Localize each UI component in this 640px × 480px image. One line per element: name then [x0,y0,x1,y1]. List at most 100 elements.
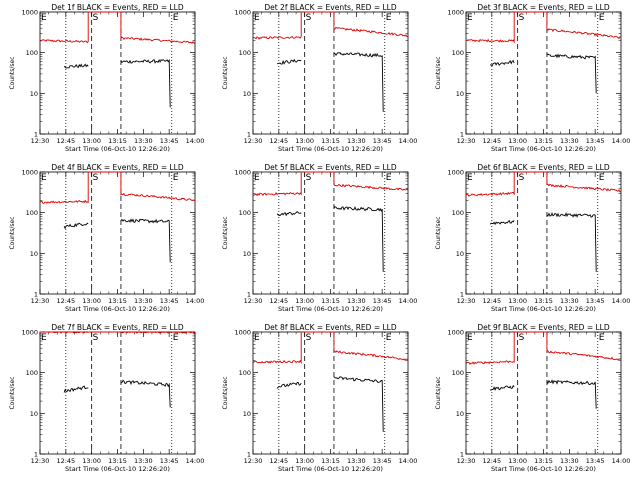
y-axis-label: Counts/sec [222,376,229,409]
x-tick-label: 12:30 [244,457,263,465]
x-tick-label: 14:00 [186,137,205,145]
events-series-line [546,53,597,94]
y-tick-label: 100 [239,369,251,377]
x-tick-label: 14:00 [399,457,418,465]
detector-panel-5: Det 5f BLACK = Events, RED = LLD 1 10 100 10… [222,163,417,313]
y-tick-label: 10 [30,410,38,418]
x-tick-label: 13:00 [295,297,314,305]
events-series-line [333,206,384,272]
events-series-line [546,212,597,272]
y-tick-label: 10 [243,410,251,418]
x-tick-label: 13:45 [160,457,179,465]
x-tick-label: 14:00 [612,297,631,305]
y-axis-label: Counts/sec [9,56,16,89]
x-tick-label: 12:30 [457,137,476,145]
x-axis-label: Start Time (06-Oct-10 12:26:20) [65,305,170,313]
x-tick-label: 13:45 [373,457,392,465]
events-series-line [63,385,89,393]
detector-panel-9: Det 9f BLACK = Events, RED = LLD 1 10 100 10… [435,323,630,473]
marker-label-end: E [173,13,179,23]
marker-label-end-left: E [41,13,47,23]
events-series-line [333,52,384,112]
marker-label-end-left: E [467,13,473,23]
detector-panel-4: Det 4f BLACK = Events, RED = LLD 1 10 100 10… [9,163,204,313]
x-tick-label: 12:45 [56,137,75,145]
y-tick-label: 100 [452,369,464,377]
marker-label-end: E [599,333,605,343]
y-tick-label: 1000 [234,9,251,17]
y-axis-label: Counts/sec [435,216,442,249]
marker-label-end: E [599,173,605,183]
y-axis-label: Counts/sec [222,56,229,89]
marker-label-start: S [519,173,525,183]
y-axis-label: Counts/sec [435,376,442,409]
x-tick-label: 13:30 [347,137,366,145]
x-tick-label: 13:45 [160,137,179,145]
marker-label-end: E [386,333,392,343]
marker-label-start: S [519,13,525,23]
panel-title: Det 5f BLACK = Events, RED = LLD [264,163,397,172]
marker-label-start: S [306,13,312,23]
x-axis-label: Start Time (06-Oct-10 12:26:20) [491,305,596,313]
x-tick-label: 13:45 [586,457,605,465]
marker-label-start: S [519,333,525,343]
events-series-line [490,59,515,67]
lld-series-line [465,11,622,44]
y-axis-label: Counts/sec [9,216,16,249]
y-tick-label: 100 [239,209,251,217]
marker-label-end: E [173,173,179,183]
x-tick-label: 13:30 [560,297,579,305]
detector-panel-2: Det 2f BLACK = Events, RED = LLD 1 10 100 10… [222,3,417,153]
events-series-line [276,210,302,217]
y-tick-label: 1 [247,291,251,299]
x-tick-label: 13:00 [82,457,101,465]
y-tick-label: 100 [26,209,38,217]
x-tick-label: 13:45 [373,137,392,145]
x-axis-label: Start Time (06-Oct-10 12:26:20) [278,465,383,473]
x-axis-label: Start Time (06-Oct-10 12:26:20) [278,145,383,153]
lld-series-line [252,331,409,365]
marker-label-end-left: E [254,13,260,23]
y-tick-label: 10 [30,90,38,98]
x-tick-label: 12:45 [269,137,288,145]
events-series-line [63,63,89,69]
y-tick-label: 10 [30,250,38,258]
panel-title: Det 6f BLACK = Events, RED = LLD [477,163,610,172]
y-tick-label: 1 [460,131,464,139]
x-tick-label: 13:30 [134,457,153,465]
x-tick-label: 12:45 [269,297,288,305]
detector-panel-3: Det 3f BLACK = Events, RED = LLD 1 10 100 10… [435,3,630,153]
x-tick-label: 13:45 [373,297,392,305]
marker-label-end-left: E [41,333,47,343]
y-tick-label: 1 [34,291,38,299]
y-tick-label: 1000 [21,329,38,337]
marker-label-end-left: E [41,173,47,183]
events-series-line [120,218,171,263]
marker-label-end-left: E [254,333,260,343]
x-tick-label: 13:45 [586,137,605,145]
x-tick-label: 12:30 [31,137,50,145]
marker-label-start: S [93,333,99,343]
x-axis-label: Start Time (06-Oct-10 12:26:20) [491,465,596,473]
x-tick-label: 12:45 [482,297,501,305]
x-tick-label: 13:30 [347,457,366,465]
x-tick-label: 12:45 [56,297,75,305]
marker-label-end-left: E [254,173,260,183]
x-axis-label: Start Time (06-Oct-10 12:26:20) [65,145,170,153]
y-tick-label: 10 [456,250,464,258]
x-tick-label: 13:15 [321,137,340,145]
x-axis-label: Start Time (06-Oct-10 12:26:20) [491,145,596,153]
marker-label-end: E [599,13,605,23]
marker-label-end: E [386,13,392,23]
x-tick-label: 12:30 [31,297,50,305]
x-tick-label: 13:15 [108,297,127,305]
x-tick-label: 13:30 [560,137,579,145]
x-tick-label: 12:30 [244,137,263,145]
marker-label-start: S [93,13,99,23]
detector-panel-8: Det 8f BLACK = Events, RED = LLD 1 10 100 10… [222,323,417,473]
events-series-line [490,384,515,391]
x-tick-label: 13:30 [134,137,153,145]
panel-title: Det 7f BLACK = Events, RED = LLD [51,323,184,332]
y-tick-label: 10 [456,90,464,98]
